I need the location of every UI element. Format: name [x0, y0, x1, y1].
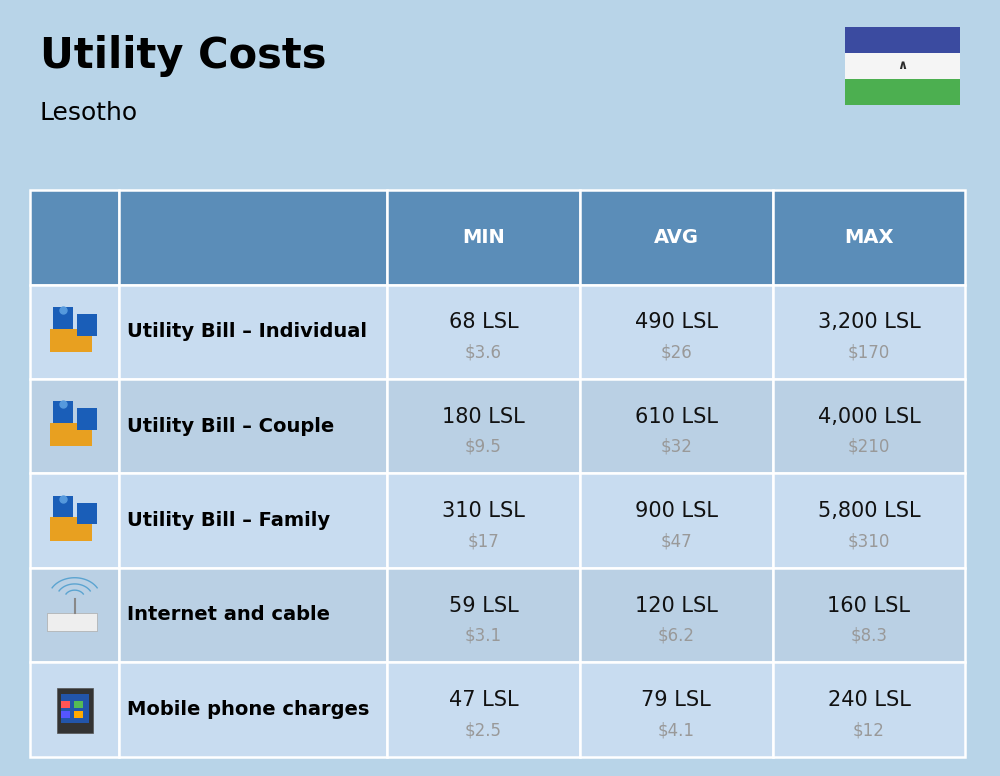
Text: $310: $310 — [848, 532, 890, 550]
Bar — [387, 662, 580, 757]
Text: 490 LSL: 490 LSL — [635, 312, 718, 332]
Bar — [77, 408, 97, 430]
Text: $26: $26 — [660, 344, 692, 362]
Text: 4,000 LSL: 4,000 LSL — [818, 407, 920, 427]
Text: Utility Bill – Family: Utility Bill – Family — [127, 511, 330, 530]
Text: 900 LSL: 900 LSL — [635, 501, 718, 521]
Bar — [61, 711, 70, 718]
Text: $47: $47 — [660, 532, 692, 550]
Bar — [61, 694, 89, 723]
Text: $32: $32 — [660, 438, 692, 456]
Bar — [61, 701, 70, 708]
Bar — [387, 379, 580, 473]
Bar — [30, 379, 119, 473]
Text: $170: $170 — [848, 344, 890, 362]
Bar — [773, 379, 965, 473]
Bar — [50, 329, 92, 352]
Bar — [51, 497, 99, 549]
Bar — [580, 285, 773, 379]
Bar — [773, 473, 965, 568]
Text: $6.2: $6.2 — [658, 627, 695, 645]
Bar — [580, 473, 773, 568]
Bar — [119, 190, 387, 285]
Bar — [77, 503, 97, 525]
Text: Utility Costs: Utility Costs — [40, 35, 326, 77]
Bar — [387, 568, 580, 662]
Text: $17: $17 — [468, 532, 499, 550]
Bar — [51, 307, 99, 360]
Bar — [51, 591, 99, 643]
Text: 47 LSL: 47 LSL — [449, 690, 518, 710]
Text: 240 LSL: 240 LSL — [828, 690, 910, 710]
Text: 79 LSL: 79 LSL — [641, 690, 711, 710]
Bar — [773, 285, 965, 379]
Text: $210: $210 — [848, 438, 890, 456]
Bar — [119, 473, 387, 568]
Bar — [77, 314, 97, 336]
Text: Utility Bill – Individual: Utility Bill – Individual — [127, 322, 367, 341]
Bar — [50, 423, 92, 446]
Bar — [30, 285, 119, 379]
Bar — [50, 518, 92, 541]
Bar — [119, 379, 387, 473]
Bar — [773, 662, 965, 757]
Bar — [74, 701, 83, 708]
Bar — [30, 473, 119, 568]
Bar — [51, 685, 99, 737]
Bar — [387, 285, 580, 379]
Bar — [30, 662, 119, 757]
Bar — [53, 496, 73, 518]
Bar — [845, 79, 960, 105]
Bar — [53, 401, 73, 423]
Bar — [30, 190, 119, 285]
Text: AVG: AVG — [654, 228, 699, 247]
Text: 68 LSL: 68 LSL — [449, 312, 518, 332]
Bar — [845, 53, 960, 79]
Bar — [580, 662, 773, 757]
Text: Lesotho: Lesotho — [40, 101, 138, 125]
Bar — [580, 568, 773, 662]
Text: 59 LSL: 59 LSL — [449, 595, 518, 615]
Bar — [773, 568, 965, 662]
Bar — [773, 190, 965, 285]
Text: ∧: ∧ — [897, 60, 908, 72]
Text: $12: $12 — [853, 721, 885, 740]
Bar — [387, 190, 580, 285]
Bar — [74, 711, 83, 718]
Text: MIN: MIN — [462, 228, 505, 247]
Bar — [387, 473, 580, 568]
Text: $9.5: $9.5 — [465, 438, 502, 456]
Bar — [119, 285, 387, 379]
Bar — [47, 613, 97, 630]
Text: 3,200 LSL: 3,200 LSL — [818, 312, 920, 332]
Text: $2.5: $2.5 — [465, 721, 502, 740]
Text: $3.1: $3.1 — [465, 627, 502, 645]
Text: $8.3: $8.3 — [850, 627, 887, 645]
Text: 310 LSL: 310 LSL — [442, 501, 525, 521]
Bar — [57, 688, 93, 733]
Text: Utility Bill – Couple: Utility Bill – Couple — [127, 417, 334, 435]
Text: 160 LSL: 160 LSL — [827, 595, 910, 615]
Text: $4.1: $4.1 — [658, 721, 695, 740]
Bar — [30, 568, 119, 662]
Text: 5,800 LSL: 5,800 LSL — [818, 501, 920, 521]
Bar — [580, 379, 773, 473]
Bar — [580, 190, 773, 285]
Text: $3.6: $3.6 — [465, 344, 502, 362]
Text: 120 LSL: 120 LSL — [635, 595, 718, 615]
Bar — [119, 662, 387, 757]
Bar — [119, 568, 387, 662]
Bar — [51, 402, 99, 454]
Text: Mobile phone charges: Mobile phone charges — [127, 700, 369, 719]
Bar — [53, 307, 73, 329]
Bar — [845, 27, 960, 53]
Text: 610 LSL: 610 LSL — [635, 407, 718, 427]
Text: 180 LSL: 180 LSL — [442, 407, 525, 427]
Text: Internet and cable: Internet and cable — [127, 605, 330, 625]
Text: MAX: MAX — [844, 228, 894, 247]
